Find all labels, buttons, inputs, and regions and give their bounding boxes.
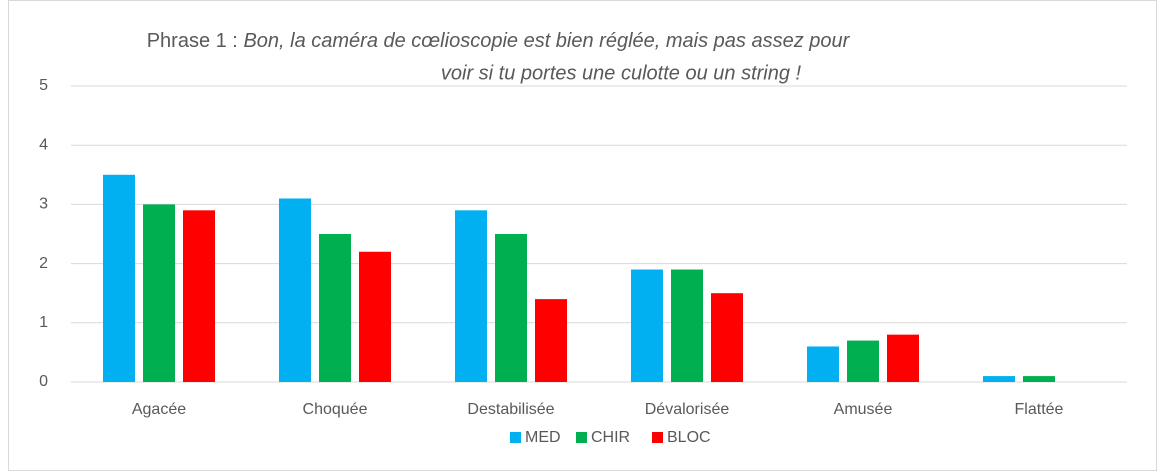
x-tick-label: Amusée	[834, 401, 893, 418]
x-tick-label: Dévalorisée	[645, 401, 730, 418]
bar	[183, 210, 215, 382]
legend-label: BLOC	[667, 429, 711, 446]
legend-label: CHIR	[591, 429, 630, 446]
bar	[103, 174, 135, 382]
x-tick-label: Flattée	[1015, 401, 1064, 418]
bar	[711, 293, 743, 382]
bar	[143, 204, 175, 382]
y-tick-label: 4	[39, 136, 48, 153]
bar	[983, 376, 1015, 382]
x-tick-label: Agacée	[132, 401, 186, 418]
legend-swatch	[652, 432, 663, 443]
bar	[807, 346, 839, 382]
y-tick-label: 1	[39, 314, 48, 331]
bar	[847, 340, 879, 382]
bar	[887, 334, 919, 382]
bar	[279, 198, 311, 382]
bar	[671, 269, 703, 382]
y-tick-label: 3	[39, 196, 48, 213]
title-quote: Bon, la caméra de cœlioscopie est bien r…	[243, 30, 850, 52]
title-quote: voir si tu portes une culotte ou un stri…	[441, 62, 802, 84]
x-tick-label: Choquée	[303, 401, 368, 418]
bar	[1023, 376, 1055, 382]
bar	[455, 210, 487, 382]
y-tick-label: 5	[39, 77, 48, 94]
legend-swatch	[510, 432, 521, 443]
bar	[535, 299, 567, 382]
legend-swatch	[576, 432, 587, 443]
legend-label: MED	[525, 429, 561, 446]
bar	[495, 234, 527, 382]
x-tick-label: Destabilisée	[467, 401, 554, 418]
y-tick-label: 2	[39, 255, 48, 272]
bar	[319, 234, 351, 382]
chart-title: Phrase 1 : Bon, la caméra de cœlioscopie…	[147, 30, 851, 52]
bar	[359, 251, 391, 382]
bar	[631, 269, 663, 382]
y-tick-label: 0	[39, 373, 48, 390]
title-prefix: Phrase 1 :	[147, 30, 238, 52]
